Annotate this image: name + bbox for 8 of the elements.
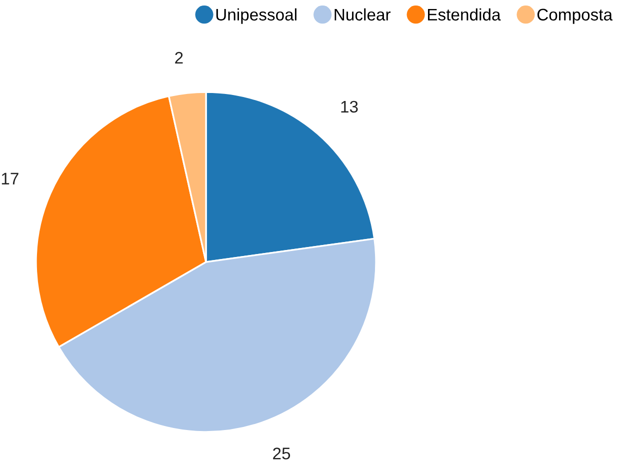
legend-label: Unipessoal xyxy=(216,8,296,24)
data-label: 17 xyxy=(2,172,18,184)
legend-label: Composta xyxy=(537,8,613,24)
legend-label: Estendida xyxy=(428,8,501,21)
data-label: 13 xyxy=(341,100,358,113)
legend-label: Nuclear xyxy=(334,8,391,21)
data-label: 25 xyxy=(273,448,290,460)
data-label: 2 xyxy=(175,52,183,64)
